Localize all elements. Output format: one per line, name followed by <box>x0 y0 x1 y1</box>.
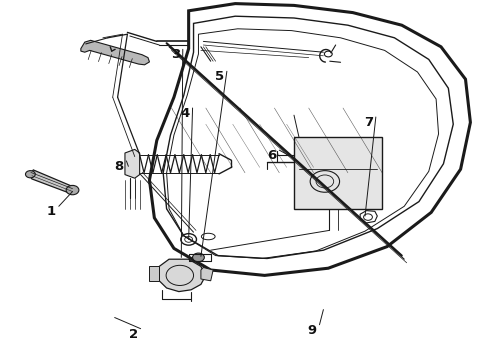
Text: 2: 2 <box>129 328 138 341</box>
Polygon shape <box>159 259 206 292</box>
Text: 6: 6 <box>268 149 276 162</box>
Polygon shape <box>149 266 159 281</box>
Circle shape <box>66 185 79 195</box>
Polygon shape <box>294 137 382 209</box>
Polygon shape <box>201 267 213 281</box>
Text: 3: 3 <box>171 48 180 61</box>
Text: 8: 8 <box>115 160 123 173</box>
Text: 1: 1 <box>47 205 56 218</box>
Polygon shape <box>81 40 149 65</box>
Circle shape <box>193 253 204 262</box>
Text: 7: 7 <box>364 116 373 129</box>
Polygon shape <box>29 170 74 194</box>
Polygon shape <box>125 149 140 178</box>
Text: 4: 4 <box>181 107 190 120</box>
Text: 5: 5 <box>215 70 224 83</box>
Text: 9: 9 <box>308 324 317 337</box>
Circle shape <box>25 171 35 178</box>
